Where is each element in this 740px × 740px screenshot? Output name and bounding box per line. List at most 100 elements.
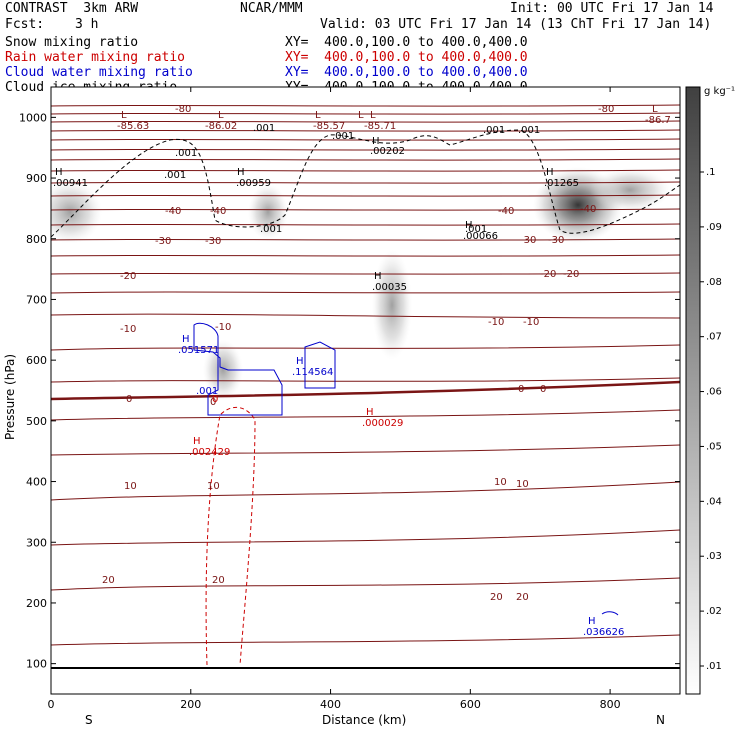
model-title: CONTRAST 3km ARW [5,1,139,16]
x-tick-label: 800 [600,698,621,711]
cloud-ice-label: .001 [332,131,354,142]
isotherm-label: 20 [490,592,503,603]
cloud-ice-contour [51,129,680,238]
cloud-ice-label: .001 [465,224,487,235]
snow-blob [372,250,412,360]
high-marker: H [296,356,304,367]
low-marker: L [370,110,376,121]
field-cloudwater-name: Cloud water mixing ratio [5,65,193,80]
low-marker: L [358,110,364,121]
high-marker: H [366,407,374,418]
isotherm-label: -10 [488,317,504,328]
isotherm-label: -10 [215,322,231,333]
isotherm-label: -40 [498,206,514,217]
isotherms [51,104,680,646]
rain-contour [205,406,256,666]
isotherm-label: 10 [207,481,220,492]
rain-contour-label: 0 [212,394,218,405]
cloud-water-contour [304,341,336,389]
high-marker: H [237,167,245,178]
isotherm-label: -40 [165,206,181,217]
colorbar-tick-label: .01 [706,661,722,672]
isotherm-label: -30 [548,235,564,246]
y-tick-label: 400 [26,476,47,489]
isotherm-label: 0 [518,384,524,395]
org-label: NCAR/MMM [240,1,303,16]
y-tick-label: 800 [26,233,47,246]
cloud-water-max-value: .036626 [583,627,624,638]
direction-north: N [656,713,665,727]
cloud-ice-label: .001 [260,224,282,235]
field-snow-xy: XY= 400.0,100.0 to 400.0,400.0 [285,35,528,50]
y-axis-title: Pressure (hPa) [3,354,17,440]
snow-max-value: .00035 [372,282,407,293]
field-snow-name: Snow mixing ratio [5,35,139,50]
colorbar: g kg⁻¹ .01 .02 .03 .04 .05 .06 .07 .08 .09 .1 [685,86,735,695]
isotherm-label: -10 [120,324,136,335]
snow-max-value: .01265 [544,178,579,189]
y-tick-label: 600 [26,354,47,367]
field-cloudwater-xy: XY= 400.0,100.0 to 400.0,400.0 [285,65,528,80]
snow-max-value: .00941 [53,178,88,189]
high-marker: H [55,167,63,178]
colorbar-tick-label: .05 [706,441,722,452]
x-tick-label: 400 [320,698,341,711]
isotherm-label: 20 [102,575,115,586]
high-marker: H [465,220,473,231]
colorbar-tick-label: .03 [706,551,722,562]
colorbar-unit: g kg⁻¹ [704,86,735,97]
snow-blob [203,340,243,400]
isotherm-min-value: -85.71 [364,121,396,132]
colorbar-ticks: .01 .02 .03 .04 .05 .06 .07 .08 .09 .1 [700,167,722,672]
snow-max-value: .00066 [463,231,498,242]
x-tick-label: 600 [460,698,481,711]
cloud-ice-label: .001 [175,148,197,159]
isotherm-label: -30 [155,236,171,247]
snow-maxima: H .00941 H .00959 H .00035 H .00066 H .0… [53,136,579,293]
rain-maxima: H .002429 H .000029 0 [189,394,403,458]
y-tick-label: 500 [26,415,47,428]
field-rain-name: Rain water mixing ratio [5,50,186,65]
low-marker: L [652,104,658,115]
isotherm-label: -20 [540,269,556,280]
y-tick-label: 900 [26,172,47,185]
isotherm-label: 20 [212,575,225,586]
x-axis-title: Distance (km) [322,713,406,727]
x-axis: 0 200 400 600 800 [48,87,621,711]
isotherm-label: 10 [124,481,137,492]
low-marker: L [218,110,224,121]
high-marker: H [546,167,554,178]
high-marker: H [588,616,596,627]
colorbar-tick-label: .09 [706,222,722,233]
high-marker: H [372,136,380,147]
cloud-water-contour [601,611,619,616]
isotherm-label: 0 [540,384,546,395]
forecast-hour: 3 h [75,17,99,32]
plot-frame [50,86,681,695]
cloud-ice-label: .001 [164,170,186,181]
cloud-ice-label: .001 [253,123,275,134]
isotherm-label: -30 [520,235,536,246]
isotherm-label: -80 [175,104,191,115]
y-tick-label: 700 [26,293,47,306]
x-tick-label: 200 [180,698,201,711]
init-time: Init: 00 UTC Fri 17 Jan 14 [510,1,714,16]
valid-time: Valid: 03 UTC Fri 17 Jan 14 (13 ChT Fri … [320,17,712,32]
cloud-ice-labels: .001 .001 .001 .001 .001 .001 .00202 .00… [164,123,540,235]
y-tick-label: 100 [26,658,47,671]
x-tick-label: 0 [48,698,55,711]
isotherm-label: -20 [563,269,579,280]
snow-blob [590,168,670,212]
colorbar-fill [685,86,701,695]
direction-south: S [85,713,93,727]
colorbar-tick-label: .1 [706,167,716,178]
isotherm-min-value: -86.02 [205,121,237,132]
cloud-water-max-value: .051571 [178,345,219,356]
cloud-water-contour [193,322,283,416]
cloud-water-max-value: .114564 [292,367,333,378]
y-tick-label: 1000 [19,111,47,124]
isotherm-label: 20 [516,592,529,603]
snow-max-value: .00959 [236,178,271,189]
colorbar-tick-label: .02 [706,606,722,617]
cloud-ice-label: .001 [518,125,540,136]
